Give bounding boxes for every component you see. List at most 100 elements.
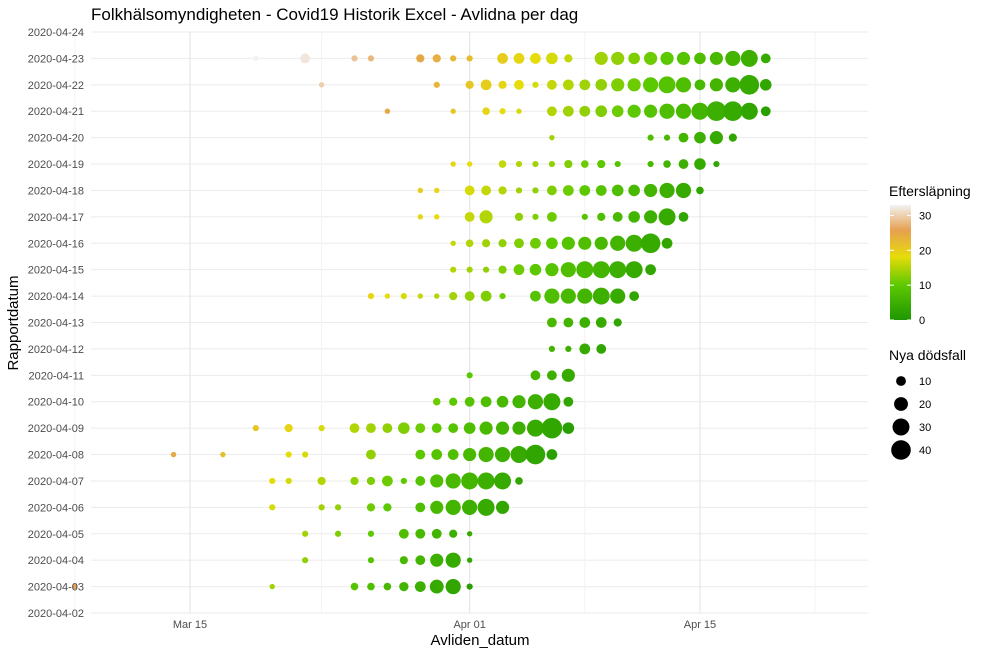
data-point: [269, 504, 276, 511]
data-point: [431, 528, 442, 539]
data-point: [285, 451, 292, 458]
data-point: [450, 161, 456, 167]
data-point: [644, 51, 658, 65]
data-point: [445, 499, 461, 515]
y-tick-label: 2020-04-05: [28, 529, 84, 541]
data-point: [532, 213, 539, 220]
y-tick-label: 2020-04-14: [28, 291, 84, 303]
data-point: [628, 52, 640, 65]
y-tick-label: 2020-04-02: [28, 608, 84, 620]
size-legend-label: 10: [919, 376, 931, 388]
y-tick-label: 2020-04-06: [28, 502, 84, 514]
data-point: [450, 108, 456, 114]
data-point: [595, 185, 607, 196]
data-point: [510, 446, 528, 464]
data-point: [577, 288, 593, 304]
data-point: [581, 160, 589, 168]
data-point: [253, 55, 259, 62]
size-legend: Nya dödsfall 10 20 30 40: [889, 347, 966, 460]
data-point: [463, 422, 476, 434]
data-point: [494, 446, 511, 463]
data-point: [595, 317, 607, 328]
color-tick-label: 30: [919, 210, 931, 222]
data-point: [284, 424, 293, 433]
data-point: [366, 423, 376, 434]
data-point: [609, 261, 627, 279]
data-point: [399, 581, 409, 592]
data-point: [317, 476, 326, 486]
grid: [74, 31, 868, 614]
data-point: [498, 186, 507, 195]
data-point: [384, 293, 391, 299]
data-point: [640, 233, 661, 254]
data-point: [696, 186, 704, 195]
y-tick-label: 2020-04-20: [28, 133, 84, 145]
data-point: [350, 476, 359, 486]
data-point: [546, 317, 557, 328]
size-legend-dot: [896, 376, 906, 386]
data-point: [709, 78, 723, 92]
y-axis-label: Rapportdatum: [5, 275, 22, 370]
data-point: [417, 187, 423, 194]
size-legend-dot: [891, 440, 911, 460]
data-point: [367, 530, 375, 537]
data-point: [302, 451, 309, 458]
data-point: [285, 477, 292, 485]
data-point: [706, 101, 727, 122]
data-point: [318, 504, 325, 511]
data-point: [495, 421, 510, 435]
data-point: [366, 476, 376, 486]
data-point: [512, 395, 526, 409]
data-point: [595, 79, 608, 91]
data-point: [694, 52, 706, 65]
data-point: [579, 79, 591, 91]
data-point: [597, 159, 606, 169]
data-point: [562, 422, 575, 434]
data-point: [579, 343, 591, 355]
data-point: [579, 185, 591, 196]
data-point: [482, 107, 490, 116]
data-point: [466, 583, 473, 590]
data-point: [675, 182, 692, 199]
chart-title: Folkhälsomyndigheten - Covid19 Historik …: [91, 5, 578, 24]
data-point: [72, 583, 78, 590]
data-point: [434, 214, 440, 220]
data-point: [563, 396, 574, 407]
data-point: [515, 477, 523, 485]
y-tick-label: 2020-04-24: [28, 27, 84, 39]
data-point: [498, 80, 507, 89]
data-point: [644, 210, 658, 224]
data-point: [466, 55, 473, 62]
data-point: [713, 160, 720, 168]
data-point: [252, 425, 259, 432]
data-point: [417, 293, 423, 299]
data-point: [302, 557, 309, 564]
data-point: [541, 417, 563, 439]
data-point: [415, 555, 426, 566]
data-point: [483, 266, 490, 273]
data-point: [530, 290, 541, 302]
data-point: [548, 345, 556, 353]
data-point: [529, 263, 542, 276]
data-point: [514, 212, 524, 221]
data-point: [561, 236, 575, 250]
data-point: [477, 472, 495, 490]
data-point: [398, 528, 409, 539]
data-point: [399, 556, 408, 565]
color-legend: Eftersläpning 0 10 20 30: [889, 183, 971, 327]
data-point: [514, 238, 524, 249]
color-bar: [890, 205, 911, 320]
data-point: [659, 182, 675, 199]
data-point: [462, 499, 478, 515]
data-point: [546, 79, 557, 90]
data-point: [515, 160, 523, 168]
data-point: [449, 397, 458, 406]
data-point: [546, 106, 557, 117]
data-point: [383, 582, 392, 591]
data-point: [562, 185, 574, 196]
data-point: [349, 423, 360, 434]
size-legend-dot: [894, 397, 908, 411]
y-tick-label: 2020-04-19: [28, 159, 84, 171]
data-point: [525, 444, 546, 465]
